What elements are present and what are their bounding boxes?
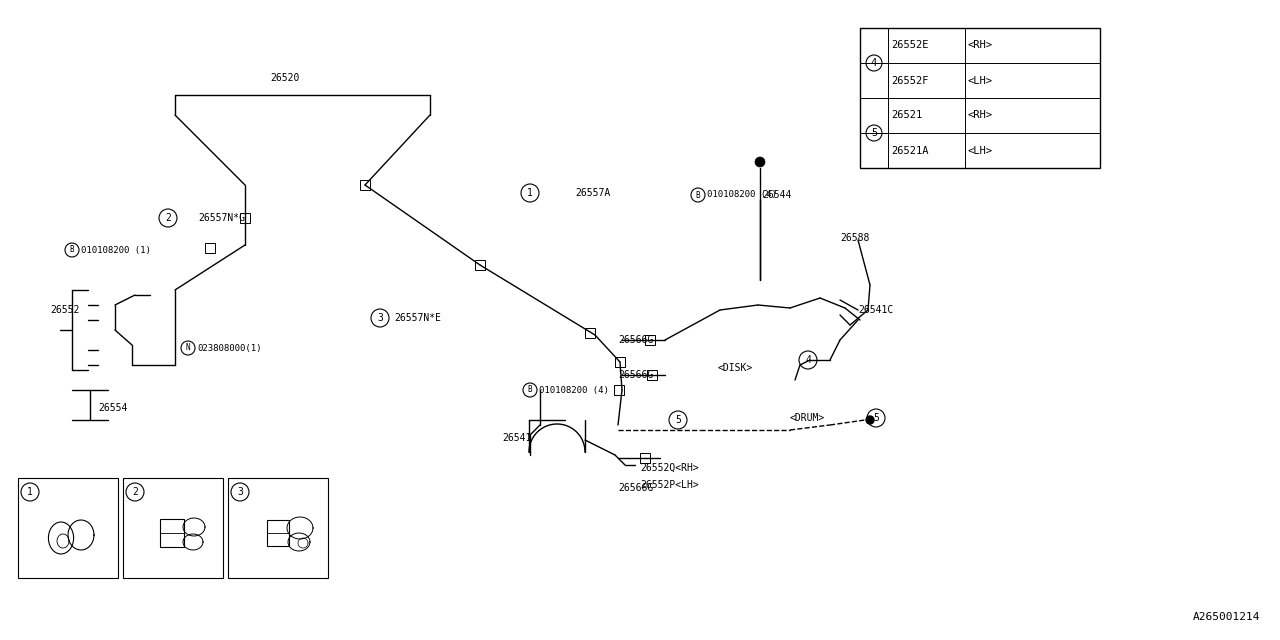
Text: <RH>: <RH> xyxy=(968,111,993,120)
Text: 2: 2 xyxy=(165,213,172,223)
Text: 023808000(1): 023808000(1) xyxy=(197,344,261,353)
Text: 26557A: 26557A xyxy=(575,188,611,198)
Text: 1: 1 xyxy=(27,487,33,497)
Text: 26552P<LH>: 26552P<LH> xyxy=(640,480,699,490)
Text: 26557N*G: 26557N*G xyxy=(198,213,244,223)
Bar xyxy=(123,478,223,578)
Text: N: N xyxy=(186,344,191,353)
Text: 5: 5 xyxy=(675,415,681,425)
Bar xyxy=(205,243,215,253)
Text: 3: 3 xyxy=(378,313,383,323)
Text: 26554: 26554 xyxy=(99,403,128,413)
Text: 26541: 26541 xyxy=(502,433,531,443)
Bar xyxy=(228,478,328,578)
Text: 26557N*E: 26557N*E xyxy=(394,313,442,323)
Bar xyxy=(18,478,118,578)
Text: B: B xyxy=(527,385,532,394)
Text: 26521A: 26521A xyxy=(891,145,928,156)
Text: 010108200 (4): 010108200 (4) xyxy=(539,385,609,394)
Text: 26566G: 26566G xyxy=(618,370,653,380)
Text: 2: 2 xyxy=(132,487,138,497)
Bar xyxy=(585,328,595,338)
Bar xyxy=(645,335,655,345)
Bar xyxy=(646,370,657,380)
Text: 26520: 26520 xyxy=(270,73,300,83)
Text: <DRUM>: <DRUM> xyxy=(790,413,826,423)
Text: 26566G: 26566G xyxy=(618,335,653,345)
Bar xyxy=(268,520,289,546)
Bar xyxy=(860,28,1100,168)
Text: 5: 5 xyxy=(873,413,879,423)
Bar xyxy=(360,180,370,190)
Text: B: B xyxy=(69,246,74,255)
Text: 26566G: 26566G xyxy=(618,483,653,493)
Text: 26588: 26588 xyxy=(840,233,869,243)
Text: 3: 3 xyxy=(237,487,243,497)
Text: 26552: 26552 xyxy=(50,305,79,315)
Text: 26521: 26521 xyxy=(891,111,923,120)
Text: A265001214: A265001214 xyxy=(1193,612,1260,622)
Bar xyxy=(241,213,250,223)
Bar xyxy=(614,385,625,395)
Text: <LH>: <LH> xyxy=(968,145,993,156)
Text: 26552F: 26552F xyxy=(891,76,928,86)
Text: 26541C: 26541C xyxy=(858,305,893,315)
Bar xyxy=(614,357,625,367)
Circle shape xyxy=(755,157,765,167)
Text: 26552Q<RH>: 26552Q<RH> xyxy=(640,463,699,473)
Bar xyxy=(160,519,184,547)
Text: 4: 4 xyxy=(805,355,812,365)
Text: 5: 5 xyxy=(870,128,877,138)
Circle shape xyxy=(867,416,874,424)
Bar xyxy=(475,260,485,270)
Text: <RH>: <RH> xyxy=(968,40,993,51)
Text: 010108200 (1): 010108200 (1) xyxy=(81,246,151,255)
Text: 26544: 26544 xyxy=(762,190,791,200)
Text: B: B xyxy=(696,191,700,200)
Text: 1: 1 xyxy=(527,188,532,198)
Text: <DISK>: <DISK> xyxy=(718,363,753,373)
Text: 010108200 (4): 010108200 (4) xyxy=(707,191,777,200)
Bar xyxy=(640,453,650,463)
Text: 4: 4 xyxy=(870,58,877,68)
Text: <LH>: <LH> xyxy=(968,76,993,86)
Text: 26552E: 26552E xyxy=(891,40,928,51)
